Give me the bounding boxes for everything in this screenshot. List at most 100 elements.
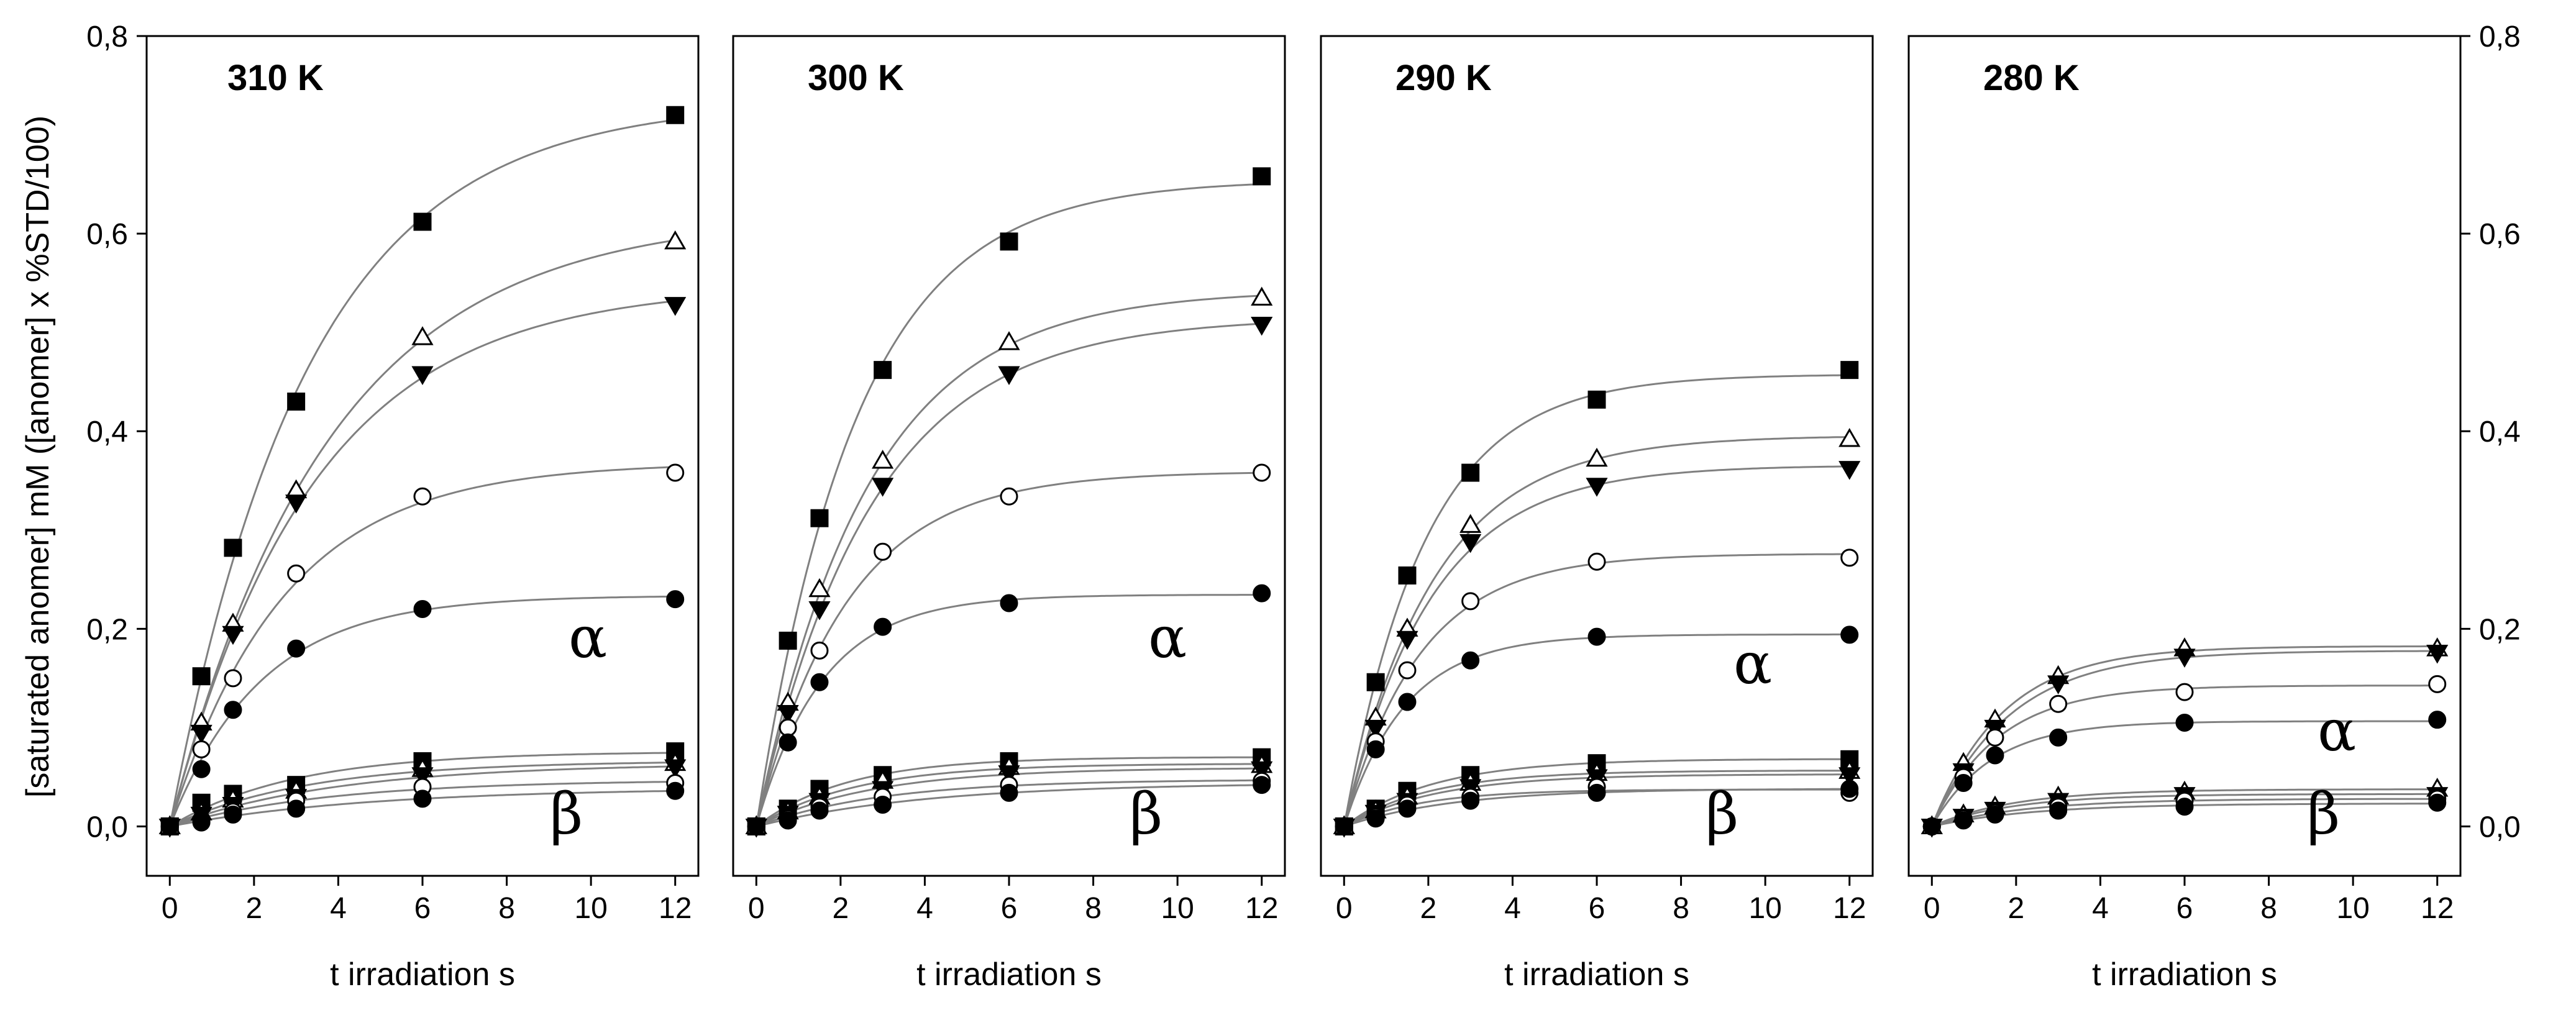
- data-point-filled-triangle-down: [1396, 630, 1418, 650]
- data-point-filled-circle: [1840, 626, 1859, 644]
- x-tick-label: 0: [1924, 892, 1940, 925]
- data-point-filled-triangle-down: [1251, 761, 1273, 781]
- data-point-open-circle: [413, 487, 432, 506]
- data-point-filled-circle: [192, 813, 211, 832]
- data-point-filled-circle: [779, 733, 797, 752]
- data-point-filled-circle: [1398, 693, 1417, 711]
- data-point-filled-square: [1253, 167, 1271, 186]
- data-point-filled-square: [1398, 566, 1417, 585]
- data-point-open-triangle-up: [1838, 427, 1861, 447]
- y-tick-label: 0,6: [2479, 218, 2521, 251]
- data-point-filled-triangle-down: [998, 366, 1020, 385]
- data-point-filled-square: [1840, 361, 1859, 380]
- data-point-filled-circle: [1986, 805, 2004, 824]
- data-point-filled-square: [874, 361, 892, 380]
- temperature-label: 310 K: [227, 58, 324, 98]
- data-point-filled-square: [1587, 390, 1606, 409]
- data-point-filled-circle: [666, 590, 685, 609]
- data-point-open-triangle-up: [872, 449, 894, 469]
- fit-curve: [755, 322, 1262, 827]
- x-tick-label: 6: [414, 892, 431, 925]
- data-point-open-circle: [1000, 487, 1018, 506]
- data-point-filled-triangle-down: [664, 297, 687, 316]
- data-point-filled-circle: [810, 801, 829, 820]
- data-point-filled-triangle-down: [222, 626, 244, 645]
- data-point-filled-circle: [287, 639, 306, 658]
- data-point-filled-triangle-down: [1586, 478, 1608, 497]
- data-point-open-circle: [2049, 694, 2068, 713]
- data-point-filled-triangle-down: [1251, 316, 1273, 336]
- data-point-open-triangle-up: [411, 326, 434, 345]
- x-tick-label: 10: [1161, 892, 1194, 925]
- data-point-filled-circle: [1335, 817, 1353, 835]
- data-point-open-circle: [810, 641, 829, 660]
- data-point-filled-triangle-down: [411, 767, 434, 786]
- data-point-filled-square: [1000, 232, 1018, 251]
- data-point-filled-circle: [666, 781, 685, 800]
- x-tick-label: 8: [2260, 892, 2277, 925]
- x-tick-label: 8: [498, 892, 515, 925]
- data-point-filled-circle: [874, 795, 892, 814]
- x-tick-label: 8: [1673, 892, 1689, 925]
- data-point-filled-triangle-down: [285, 494, 308, 514]
- data-point-filled-triangle-down: [1838, 461, 1861, 480]
- panel-2: 0 2 4 6 8 10 12 t irradiation s 300 K α β: [732, 35, 1286, 993]
- data-point-filled-triangle-down: [777, 705, 799, 724]
- data-point-filled-circle: [224, 701, 242, 719]
- data-point-filled-triangle-down: [1459, 534, 1482, 553]
- data-point-filled-circle: [1954, 811, 1973, 830]
- x-tick-label: 10: [574, 892, 607, 925]
- data-point-filled-circle: [287, 799, 306, 818]
- data-point-open-triangle-up: [1251, 286, 1273, 306]
- y-axis-label: [saturated anomer] mM ([anomer] x %STD/1…: [20, 116, 56, 798]
- y-tick-label: 0,2: [2479, 613, 2521, 646]
- alpha-label: α: [1733, 630, 1772, 697]
- data-point-filled-square: [413, 212, 432, 231]
- data-point-filled-circle: [160, 817, 179, 835]
- x-tick-label: 12: [1833, 892, 1866, 925]
- data-point-filled-circle: [1461, 791, 1480, 810]
- data-point-filled-circle: [1398, 799, 1417, 818]
- plot-frame: [145, 35, 700, 877]
- fit-curve: [755, 183, 1262, 827]
- plot-frame: [732, 35, 1286, 877]
- data-point-filled-circle: [224, 805, 242, 824]
- data-point-open-triangle-up: [1459, 514, 1482, 533]
- data-point-filled-square: [666, 106, 685, 124]
- data-point-filled-circle: [1587, 627, 1606, 646]
- x-tick-label: 4: [916, 892, 933, 925]
- x-tick-label: 6: [1001, 892, 1018, 925]
- data-point-filled-circle: [1587, 783, 1606, 802]
- x-tick-label: 4: [2092, 892, 2109, 925]
- data-point-open-circle: [874, 542, 892, 561]
- data-point-filled-circle: [192, 760, 211, 778]
- data-point-open-circle: [287, 564, 306, 583]
- panel-1: 0 2 4 6 8 10 12 t irradiation s 0,0 0,2 0,4 0,6 0,8 3…: [86, 20, 700, 993]
- data-point-open-circle: [192, 740, 211, 758]
- x-axis-label: t irradiation s: [916, 957, 1102, 993]
- x-tick-label: 2: [2008, 892, 2025, 925]
- x-axis-label: t irradiation s: [330, 957, 515, 993]
- data-point-open-triangle-up: [1586, 447, 1608, 467]
- x-tick-label: 12: [1245, 892, 1278, 925]
- data-point-filled-circle: [413, 600, 432, 619]
- temperature-label: 290 K: [1395, 58, 1492, 98]
- x-tick-label: 8: [1085, 892, 1102, 925]
- data-point-filled-circle: [747, 817, 765, 835]
- data-point-filled-circle: [1986, 746, 2004, 765]
- temperature-label: 280 K: [1983, 58, 2080, 98]
- data-point-filled-circle: [2175, 798, 2194, 816]
- y-tick-label: 0,4: [86, 416, 128, 448]
- data-point-open-circle: [666, 463, 685, 482]
- panel-3: 0 2 4 6 8 10 12 t irradiation s 290 K α β: [1320, 35, 1874, 993]
- x-tick-label: 0: [162, 892, 178, 925]
- data-point-filled-circle: [874, 617, 892, 636]
- y-tick-label: 0,8: [86, 20, 128, 53]
- x-tick-label: 12: [2421, 892, 2454, 925]
- y-tick-label: 0,4: [2479, 416, 2521, 448]
- data-point-filled-triangle-down: [872, 478, 894, 497]
- data-point-open-circle: [779, 718, 797, 737]
- data-point-open-circle: [2175, 683, 2194, 701]
- data-point-filled-square: [1461, 463, 1480, 482]
- data-point-filled-circle: [1000, 783, 1018, 802]
